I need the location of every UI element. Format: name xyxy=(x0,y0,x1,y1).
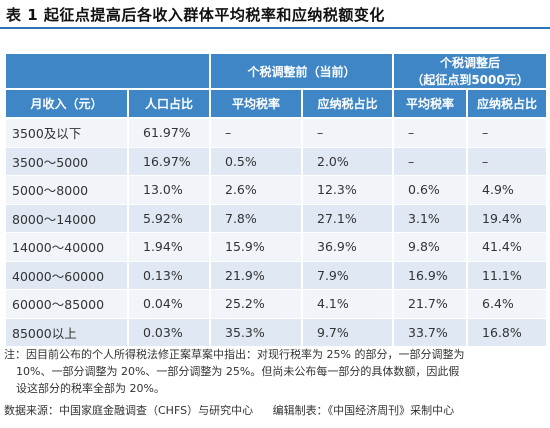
header-avg-rate-adjusted: 平均税率 xyxy=(392,88,469,119)
table-row: 40000～60000 0.13% 21.9% 7.9% 16.9% 11.1% xyxy=(4,261,549,290)
header-group-current: 个税调整前（当前） xyxy=(208,52,395,90)
tax-share-current-cell: 4.1% xyxy=(300,289,395,319)
footnote-line-3: 设这部分的税率全部为 20%。 xyxy=(16,382,165,395)
tax-share-current-cell: 12.3% xyxy=(300,175,395,205)
header-group-adjusted-line1: 个税调整后 xyxy=(440,56,501,70)
title-divider xyxy=(0,27,550,29)
tax-share-adjusted-cell: – xyxy=(466,147,549,176)
tax-share-current-cell: 2.0% xyxy=(300,147,395,176)
avg-rate-adjusted-cell: – xyxy=(392,147,469,176)
header-pop-share: 人口占比 xyxy=(127,88,211,119)
income-cell: 40000～60000 xyxy=(4,261,129,290)
tax-share-adjusted-cell: – xyxy=(466,118,549,148)
header-income: 月收入（元） xyxy=(4,88,129,119)
table-row: 8000～14000 5.92% 7.8% 27.1% 3.1% 19.4% xyxy=(4,204,549,233)
data-source: 数据来源：中国家庭金融调查（CHFS）与研究中心 xyxy=(4,404,254,417)
header-tax-share-current: 应纳税占比 xyxy=(300,88,395,119)
header-tax-share-adjusted: 应纳税占比 xyxy=(466,88,549,119)
tax-share-current-cell: 9.7% xyxy=(300,318,395,347)
table-row: 85000以上 0.03% 35.3% 9.7% 33.7% 16.8% xyxy=(4,318,549,347)
pop-share-cell: 5.92% xyxy=(127,204,211,233)
avg-rate-current-cell: 25.2% xyxy=(209,289,303,319)
footnote-line-2: 10%、一部分调整为 20%、一部分调整为 25%。但尚未公布每一部分的具体数额… xyxy=(16,365,460,378)
table-body: 3500及以下 61.97% – – – –3500～5000 16.97% 0.5% 2.0%… xyxy=(4,118,549,347)
avg-rate-current-cell: 35.3% xyxy=(209,318,303,347)
header-blank-cell xyxy=(4,52,211,90)
pop-share-cell: 16.97% xyxy=(127,147,211,176)
table-row: 3500～5000 16.97% 0.5% 2.0% – – xyxy=(4,147,549,176)
avg-rate-adjusted-cell: 0.6% xyxy=(392,175,469,205)
tax-rate-table: 个税调整前（当前） 个税调整后 （起征点到5000元） 月收入（元） 人口占比 … xyxy=(4,52,549,347)
header-avg-rate-current: 平均税率 xyxy=(209,88,303,119)
tax-share-current-cell: 27.1% xyxy=(300,204,395,233)
tax-share-adjusted-cell: 19.4% xyxy=(466,204,549,233)
income-cell: 3500及以下 xyxy=(4,118,129,148)
avg-rate-current-cell: 15.9% xyxy=(209,232,303,262)
income-cell: 85000以上 xyxy=(4,318,129,347)
footnote: 注：因目前公布的个人所得税法修正案草案中指出：对现行税率为 25% 的部分，一部… xyxy=(4,346,544,397)
income-cell: 60000～85000 xyxy=(4,289,129,319)
avg-rate-current-cell: 2.6% xyxy=(209,175,303,205)
tax-share-adjusted-cell: 11.1% xyxy=(466,261,549,290)
avg-rate-adjusted-cell: 33.7% xyxy=(392,318,469,347)
header-group-adjusted-line2: （起征点到5000元） xyxy=(411,73,529,87)
income-cell: 14000～40000 xyxy=(4,232,129,262)
pop-share-cell: 13.0% xyxy=(127,175,211,205)
tax-share-current-cell: 7.9% xyxy=(300,261,395,290)
tax-share-adjusted-cell: 4.9% xyxy=(466,175,549,205)
tax-share-adjusted-cell: 41.4% xyxy=(466,232,549,262)
table-row: 14000～40000 1.94% 15.9% 36.9% 9.8% 41.4% xyxy=(4,232,549,262)
tax-share-adjusted-cell: 6.4% xyxy=(466,289,549,319)
table-row: 3500及以下 61.97% – – – – xyxy=(4,118,549,148)
source-line: 数据来源：中国家庭金融调查（CHFS）与研究中心 编辑制表：《中国经济周刊》采制… xyxy=(4,402,544,418)
footnote-line-1: 注：因目前公布的个人所得税法修正案草案中指出：对现行税率为 25% 的部分，一部… xyxy=(4,348,465,361)
avg-rate-adjusted-cell: 3.1% xyxy=(392,204,469,233)
tax-share-current-cell: – xyxy=(300,118,395,148)
table-row: 5000～8000 13.0% 2.6% 12.3% 0.6% 4.9% xyxy=(4,175,549,205)
table-title: 表 1 起征点提高后各收入群体平均税率和应纳税额变化 xyxy=(6,6,385,24)
avg-rate-adjusted-cell: 16.9% xyxy=(392,261,469,290)
income-cell: 3500～5000 xyxy=(4,147,129,176)
table-row: 60000～85000 0.04% 25.2% 4.1% 21.7% 6.4% xyxy=(4,289,549,319)
avg-rate-current-cell: 21.9% xyxy=(209,261,303,290)
avg-rate-current-cell: – xyxy=(209,118,303,148)
income-cell: 5000～8000 xyxy=(4,175,129,205)
avg-rate-adjusted-cell: 9.8% xyxy=(392,232,469,262)
editor-credit: 编辑制表：《中国经济周刊》采制中心 xyxy=(272,404,455,417)
avg-rate-current-cell: 0.5% xyxy=(209,147,303,176)
tax-share-adjusted-cell: 16.8% xyxy=(466,318,549,347)
pop-share-cell: 0.04% xyxy=(127,289,211,319)
pop-share-cell: 1.94% xyxy=(127,232,211,262)
tax-share-current-cell: 36.9% xyxy=(300,232,395,262)
avg-rate-adjusted-cell: 21.7% xyxy=(392,289,469,319)
avg-rate-adjusted-cell: – xyxy=(392,118,469,148)
pop-share-cell: 61.97% xyxy=(127,118,211,148)
pop-share-cell: 0.13% xyxy=(127,261,211,290)
avg-rate-current-cell: 7.8% xyxy=(209,204,303,233)
income-cell: 8000～14000 xyxy=(4,204,129,233)
pop-share-cell: 0.03% xyxy=(127,318,211,347)
header-group-adjusted: 个税调整后 （起征点到5000元） xyxy=(392,52,549,90)
